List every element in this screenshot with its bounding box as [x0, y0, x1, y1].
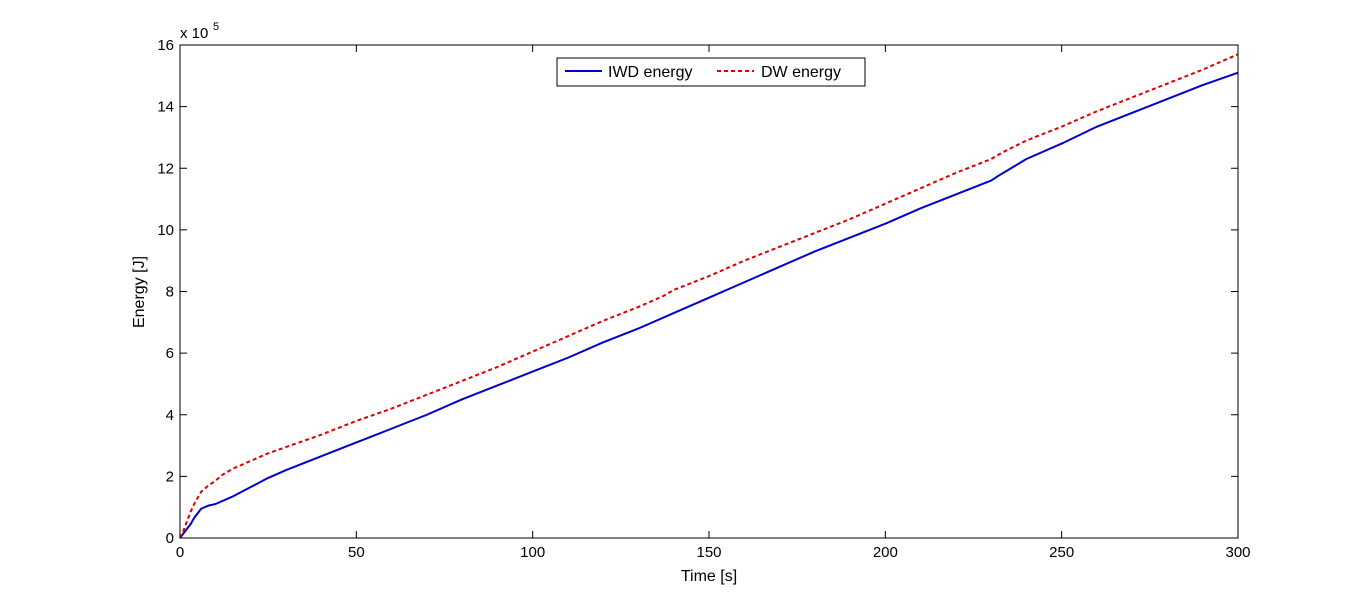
y-tick-label-7: 14: [157, 99, 174, 116]
y-axis-label: Energy [J]: [131, 256, 148, 328]
y-tick-label-0: 0: [166, 530, 174, 547]
x-tick-label-2: 100: [520, 544, 545, 561]
legend-box: [556, 57, 866, 87]
x-tick-label-4: 200: [873, 544, 898, 561]
y-tick-label-1: 2: [166, 468, 174, 485]
y-multiplier-exponent: 5: [213, 21, 219, 33]
series-line-0: [179, 71, 1239, 539]
x-tick-label-1: 50: [348, 544, 365, 561]
x-axis-label: Time [s]: [681, 568, 737, 585]
series-layer: [179, 53, 1239, 539]
series-line-1: [179, 53, 1239, 539]
ticks-layer: 0 50 100 150 200 250 300 0 2 4 6 8 10 12 14 16: [157, 37, 1250, 561]
x-tick-label-0: 0: [176, 544, 184, 561]
x-tick-label-3: 150: [696, 544, 721, 561]
y-tick-label-8: 16: [157, 37, 174, 54]
plot-background: [180, 45, 1238, 538]
y-multiplier-base: x 10: [180, 25, 208, 42]
y-tick-label-4: 8: [166, 284, 174, 301]
legend-label-dw: DW energy: [761, 64, 841, 81]
y-tick-label-2: 4: [166, 407, 174, 424]
legend: IWD energy DW energy: [556, 57, 866, 87]
y-tick-label-6: 12: [157, 160, 174, 177]
y-tick-label-5: 10: [157, 222, 174, 239]
x-tick-label-5: 250: [1049, 544, 1074, 561]
x-tick-label-6: 300: [1225, 544, 1250, 561]
y-tick-label-3: 6: [166, 345, 174, 362]
legend-label-iwd: IWD energy: [608, 64, 692, 81]
